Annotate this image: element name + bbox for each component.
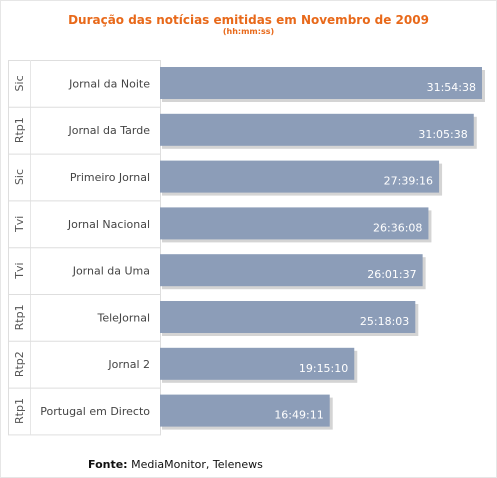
bar-value-label: 31:54:38 [427,81,476,94]
chart-title: Duração das notícias emitidas em Novembr… [68,13,429,27]
bar [160,207,429,240]
channel-label: Tvi [13,216,26,233]
channel-label: Sic [13,169,26,185]
bar [160,67,482,99]
source-note: Fonte: MediaMonitor, Telenews [88,458,263,471]
bar [160,254,423,287]
channel-label: Rtp1 [13,304,26,330]
bar [160,113,474,146]
bar [160,160,440,193]
channel-label: Rtp1 [13,117,26,143]
chart-subtitle: (hh:mm:ss) [222,27,275,36]
bar-value-label: 31:05:38 [418,128,467,141]
channel-label: Rtp1 [13,398,26,424]
channel-label: Sic [13,75,26,91]
bar-value-label: 26:36:08 [373,221,422,234]
program-label: Jornal Nacional [67,218,150,231]
bar-value-label: 25:18:03 [360,315,409,328]
program-label: Jornal 2 [107,358,150,371]
source-label: Fonte: [88,458,128,471]
program-label: Jornal da Noite [68,77,150,90]
program-label: Portugal em Directo [40,405,150,418]
bar [160,301,416,333]
program-label: Primeiro Jornal [70,171,150,184]
bar-value-label: 26:01:37 [367,268,416,281]
bar-value-label: 27:39:16 [384,175,433,188]
channel-label: Tvi [13,262,26,279]
program-label: Jornal da Tarde [67,124,150,137]
program-label: TeleJornal [96,311,150,324]
bar [160,347,355,380]
program-label: Jornal da Uma [72,265,150,278]
bar [160,394,330,427]
bar-value-label: 19:15:10 [299,362,348,375]
channel-label: Rtp2 [13,351,26,377]
bar-value-label: 16:49:11 [274,409,323,422]
source-text: MediaMonitor, Telenews [131,458,263,471]
